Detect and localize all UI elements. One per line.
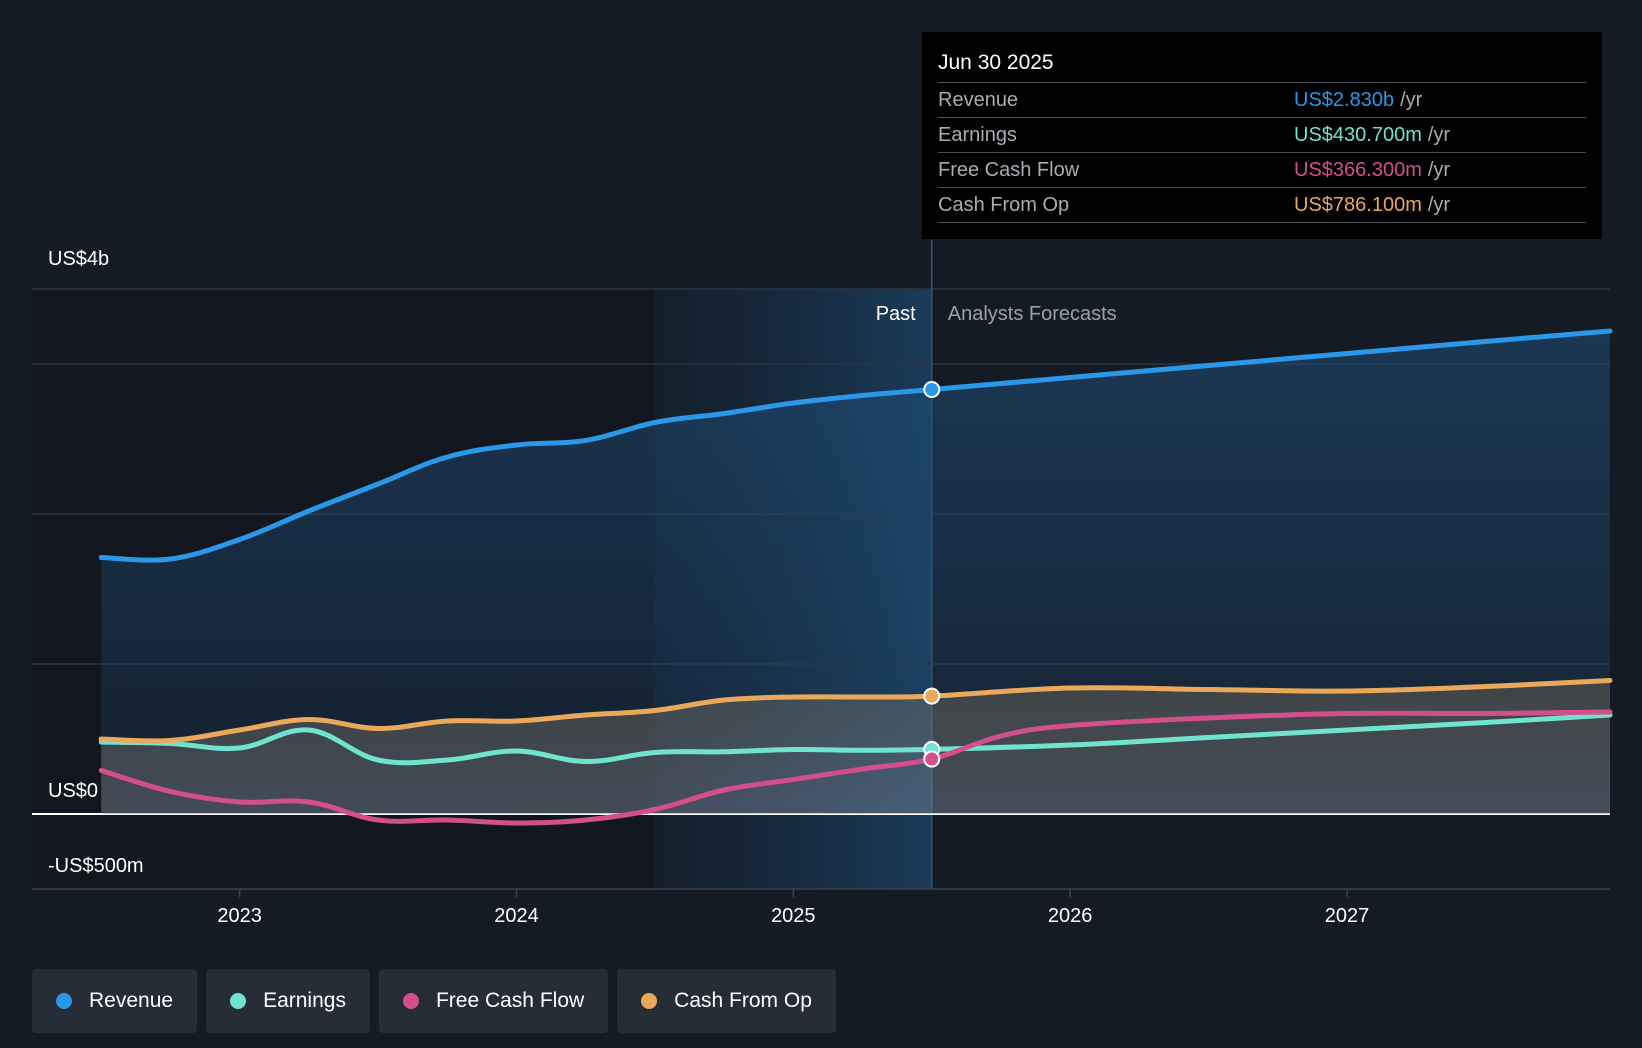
y-axis-label: US$4b — [48, 248, 109, 270]
tooltip-row-earnings: Earnings US$430.700m /yr — [938, 117, 1586, 152]
tooltip-date: Jun 30 2025 — [938, 51, 1054, 74]
past-label: Past — [876, 303, 916, 325]
tooltip-row-revenue: Revenue US$2.830b /yr — [938, 82, 1586, 117]
tooltip-value: US$786.100m — [1294, 194, 1422, 216]
x-tick-label: 2027 — [1325, 905, 1370, 927]
tooltip-value: US$366.300m — [1294, 159, 1422, 181]
earnings-line — [98, 712, 1613, 766]
legend-item-free-cash-flow[interactable]: Free Cash Flow — [378, 969, 609, 1033]
tooltip-value: US$430.700m — [1294, 124, 1422, 146]
x-tick-label: 2026 — [1048, 905, 1093, 927]
fcf-line — [98, 709, 1613, 826]
x-tick-label: 2024 — [494, 905, 539, 927]
legend-dot-icon — [641, 993, 658, 1009]
legend-item-cash-from-op[interactable]: Cash From Op — [617, 969, 836, 1033]
legend-label: Cash From Op — [674, 989, 812, 1012]
tooltip-panel: Jun 30 2025 Revenue US$2.830b /yr Earnin… — [922, 32, 1602, 239]
tooltip-label: Cash From Op — [938, 194, 1070, 216]
legend-dot-icon — [230, 993, 247, 1009]
forecast-label: Analysts Forecasts — [948, 303, 1117, 325]
tooltip-row-cash-from-op: Cash From Op US$786.100m /yr — [938, 187, 1586, 223]
tooltip-label: Revenue — [938, 89, 1019, 111]
tooltip-unit: /yr — [1427, 159, 1451, 181]
legend-label: Free Cash Flow — [435, 989, 585, 1012]
tooltip-value: US$2.830b — [1294, 89, 1395, 111]
cfo-marker — [923, 687, 941, 705]
legend-label: Earnings — [263, 989, 346, 1012]
legend-dot-icon — [56, 993, 72, 1009]
revenue-marker — [923, 381, 941, 398]
revenue-line — [98, 328, 1613, 563]
cfo-line — [98, 678, 1613, 744]
legend-dot-icon — [402, 993, 419, 1009]
tooltip-row-free-cash-flow: Free Cash Flow US$366.300m /yr — [938, 152, 1586, 187]
tooltip-unit: /yr — [1400, 89, 1423, 111]
y-axis-label: US$0 — [48, 780, 98, 802]
legend: Revenue Earnings Free Cash Flow Cash Fro… — [32, 969, 845, 1033]
tooltip-unit: /yr — [1427, 194, 1451, 216]
cash-area — [101, 680, 1611, 814]
tooltip-label: Earnings — [938, 124, 1017, 146]
tooltip-unit: /yr — [1427, 124, 1451, 146]
y-axis-label: -US$500m — [48, 855, 144, 877]
x-tick-label: 2025 — [771, 905, 816, 927]
legend-item-revenue[interactable]: Revenue — [32, 969, 198, 1033]
legend-item-earnings[interactable]: Earnings — [206, 969, 370, 1033]
fcf-marker — [923, 750, 941, 768]
financial-chart: US$4b US$0 -US$500m 2023 2024 2025 2026 2027 Pas… — [32, 240, 1613, 927]
x-tick-label: 2023 — [217, 905, 262, 927]
tooltip-label: Free Cash Flow — [938, 159, 1080, 181]
legend-label: Revenue — [89, 989, 174, 1012]
